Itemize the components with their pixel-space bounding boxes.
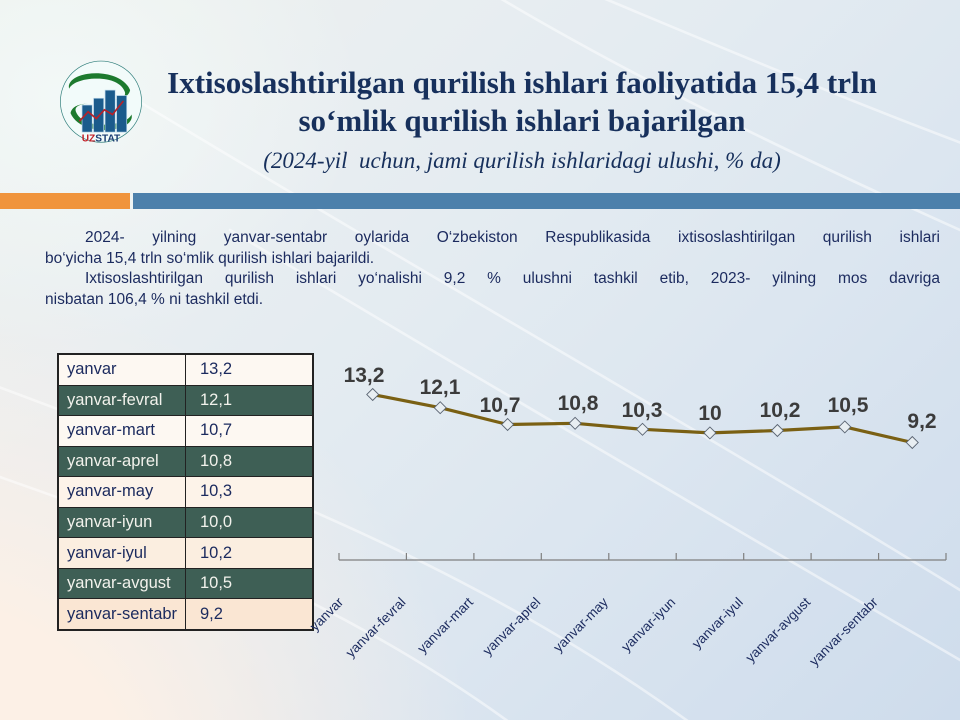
svg-text:9,2: 9,2 (907, 410, 936, 433)
svg-text:yanvar-may: yanvar-may (550, 594, 611, 655)
svg-text:yanvar-avgust: yanvar-avgust (743, 594, 814, 665)
svg-text:12,1: 12,1 (420, 376, 461, 399)
svg-text:yanvar-sentabr: yanvar-sentabr (806, 594, 881, 669)
svg-text:13,2: 13,2 (344, 364, 385, 387)
svg-text:10,2: 10,2 (760, 399, 801, 422)
svg-text:yanvar-iyun: yanvar-iyun (618, 595, 678, 655)
svg-text:yanvar-fevral: yanvar-fevral (343, 595, 409, 661)
svg-text:yanvar-iyul: yanvar-iyul (689, 595, 746, 652)
svg-text:yanvar-aprel: yanvar-aprel (480, 595, 544, 659)
svg-text:10,8: 10,8 (558, 392, 599, 415)
svg-text:yanvar-mart: yanvar-mart (414, 594, 476, 656)
svg-text:10,7: 10,7 (480, 394, 521, 417)
svg-text:10: 10 (698, 402, 721, 425)
svg-text:10,5: 10,5 (828, 394, 869, 417)
svg-text:10,3: 10,3 (622, 399, 663, 422)
svg-text:yanvar: yanvar (307, 594, 347, 634)
